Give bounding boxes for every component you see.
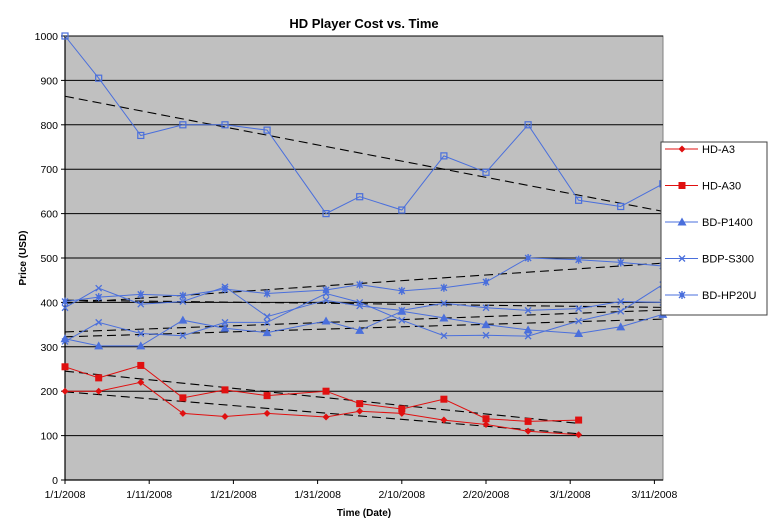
chart-title: HD Player Cost vs. Time [289, 16, 438, 31]
y-tick-label: 100 [40, 431, 58, 443]
legend-label: BD-HP20U [702, 290, 756, 302]
legend-box [660, 141, 768, 316]
x-tick-label: 1/21/2008 [210, 489, 257, 501]
y-tick-label: 900 [40, 75, 58, 87]
y-tick-label: 1000 [35, 31, 59, 43]
y-axis-ticks: 0 100 200 300 400 500 600 700 800 900 1000 [35, 31, 65, 487]
y-tick-label: 700 [40, 164, 58, 176]
trendline [64, 309, 663, 333]
gridlines [65, 35, 663, 437]
x-axis-ticks: 1/1/2008 1/11/2008 1/21/2008 1/31/2008 2/10/… [45, 480, 678, 501]
y-tick-label: 0 [52, 475, 58, 487]
legend: HD-A3 HD-A30 BD-P1400 BDP-S300 BD-HP20U [660, 141, 768, 316]
y-tick-label: 600 [40, 209, 58, 221]
trendline [64, 370, 579, 424]
legend-item-bd-p1400: BD-P1400 [665, 217, 753, 229]
x-tick-label: 1/31/2008 [294, 489, 341, 501]
x-tick-label: 2/10/2008 [378, 489, 425, 501]
y-tick-label: 500 [40, 253, 58, 265]
series-unlabeled-6 [61, 32, 667, 218]
x-tick-label: 3/1/2008 [550, 489, 591, 501]
legend-label: BDP-S300 [702, 254, 754, 266]
x-tick-label: 1/11/2008 [126, 489, 172, 501]
x-tick-label: 3/11/2008 [631, 489, 677, 501]
legend-label: HD-A30 [702, 181, 741, 193]
legend-label: BD-P1400 [702, 217, 753, 229]
y-tick-label: 300 [40, 342, 58, 354]
y-tick-label: 200 [40, 386, 58, 398]
y-tick-label: 400 [40, 297, 58, 309]
x-tick-label: 2/20/2008 [463, 489, 510, 501]
legend-item-bd-hp20u: BD-HP20U [665, 290, 756, 302]
legend-item-bdp-s300: BDP-S300 [665, 254, 754, 266]
trendline [64, 391, 579, 435]
x-tick-label: 1/1/2008 [45, 489, 86, 501]
legend-item-hd-a3: HD-A3 [665, 144, 735, 156]
trendline [64, 95, 663, 212]
legend-label: HD-A3 [702, 144, 735, 156]
series-hd-a30 [61, 361, 583, 425]
trendline [64, 262, 663, 304]
x-axis-label: Time (Date) [337, 508, 391, 519]
series-layer [60, 32, 668, 439]
y-axis-label: Price (USD) [18, 230, 29, 285]
y-tick-label: 800 [40, 120, 58, 132]
series-bd-hp20u [61, 254, 667, 306]
legend-item-hd-a30: HD-A30 [665, 181, 741, 193]
